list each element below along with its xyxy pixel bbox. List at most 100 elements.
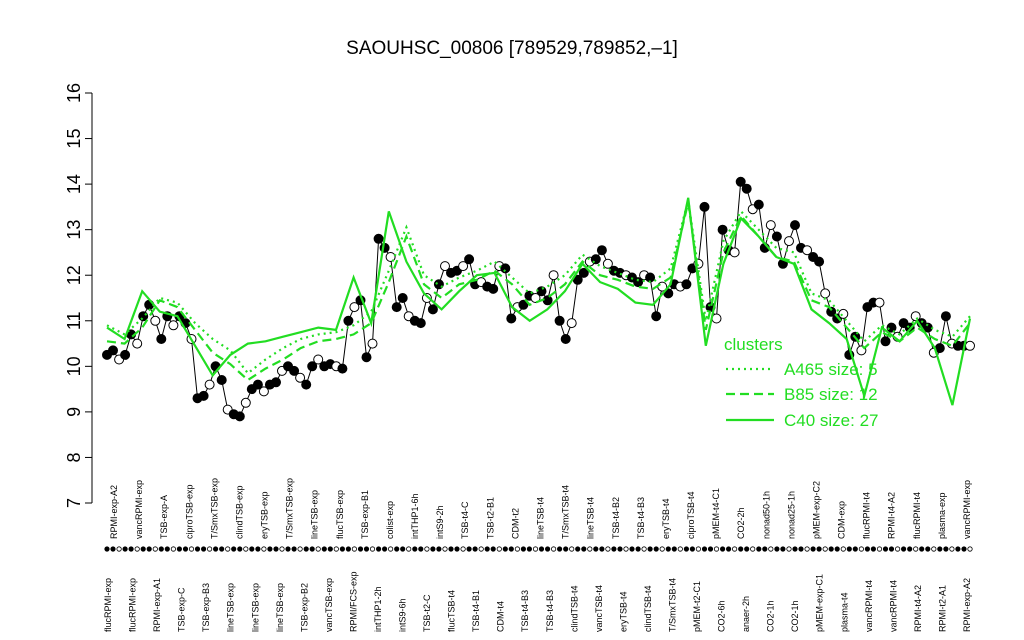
- data-point: [216, 375, 227, 385]
- x-label-bottom: vancRPMI-t4: [888, 580, 898, 632]
- rug-mark: [152, 546, 158, 552]
- x-label-top: vancRPMI-exp: [134, 480, 144, 539]
- x-label-top: nonad25-1h: [786, 491, 796, 539]
- rug-mark: [351, 546, 357, 552]
- rug-mark: [647, 546, 653, 552]
- rug-mark: [870, 546, 877, 552]
- x-label-bottom: RPMI-exp-A1: [152, 578, 162, 632]
- data-point: [814, 256, 825, 267]
- rug-mark: [768, 546, 774, 552]
- data-point: [234, 411, 245, 422]
- legend-entry-c: C40 size: 27: [784, 411, 879, 430]
- data-point: [735, 176, 746, 187]
- rug-mark: [617, 546, 623, 552]
- x-label-bottom: flucRPMI-exp: [103, 578, 113, 632]
- rug-mark: [345, 546, 351, 552]
- rug-mark: [110, 546, 116, 552]
- rug-mark: [514, 546, 521, 552]
- y-tick-label: 13: [64, 220, 84, 240]
- rug-mark: [466, 546, 472, 552]
- data-point: [753, 199, 764, 210]
- data-point: [120, 349, 131, 360]
- data-point: [880, 336, 891, 347]
- rug-mark: [261, 546, 267, 552]
- rug-mark: [937, 546, 943, 552]
- data-point: [252, 379, 263, 390]
- chart-title: SAOUHSC_00806 [789529,789852,–1]: [346, 38, 678, 59]
- x-label-top: TSB-exp-B1: [360, 490, 370, 539]
- x-label-bottom: RPMI/FCS-exp: [348, 571, 358, 632]
- data-point: [464, 254, 475, 265]
- rug-mark: [128, 546, 134, 552]
- data-point: [802, 245, 813, 256]
- x-label-bottom: intS9-6h: [398, 598, 408, 632]
- x-label-bottom: RPMI-t2-A1: [937, 585, 947, 632]
- data-point: [108, 345, 118, 356]
- data-point: [361, 352, 372, 363]
- rug-mark: [798, 546, 804, 552]
- y-tick-label: 8: [64, 452, 84, 462]
- rug-mark: [315, 546, 321, 552]
- rug-mark: [400, 546, 406, 552]
- data-point: [566, 318, 577, 329]
- x-label-top: T/SmxTSB-t4: [561, 485, 571, 539]
- rug-mark: [695, 546, 702, 552]
- rug-mark: [176, 546, 182, 552]
- rug-mark: [955, 546, 961, 552]
- rug-mark: [267, 546, 273, 552]
- x-label-bottom: eryTSB-t4: [618, 591, 628, 632]
- y-tick-label: 16: [64, 83, 84, 103]
- rug-mark: [116, 546, 122, 552]
- rug-mark: [309, 546, 315, 552]
- data-point: [168, 320, 179, 331]
- rug-mark: [738, 546, 744, 552]
- rug-mark: [611, 546, 617, 552]
- rug-mark: [291, 546, 297, 552]
- rug-mark: [925, 546, 931, 552]
- rug-mark: [846, 546, 852, 552]
- x-label-top: TSB-exp-A: [159, 495, 169, 539]
- rug-mark: [804, 546, 810, 552]
- data-point: [838, 308, 849, 319]
- x-label-bottom: lineTSB-exp: [250, 583, 260, 632]
- x-label-bottom: TSB-t4-B3: [520, 590, 530, 632]
- data-point: [367, 338, 378, 349]
- rug-mark: [460, 546, 466, 552]
- rug-mark: [756, 546, 762, 552]
- rug-mark: [792, 546, 798, 552]
- x-label-bottom: plasma-t4: [839, 592, 849, 632]
- x-label-top: flucTSB-exp: [335, 490, 345, 539]
- data-point: [289, 365, 300, 376]
- data-point: [741, 183, 752, 194]
- rug-mark: [454, 546, 460, 552]
- rug-mark: [484, 546, 490, 552]
- rug-mark: [164, 546, 170, 552]
- data-point: [826, 306, 837, 317]
- rug-mark: [967, 546, 973, 552]
- data-point: [651, 311, 662, 322]
- x-label-top: lineTSB-t4: [586, 497, 596, 539]
- rug-mark: [436, 546, 442, 552]
- rug-mark: [858, 546, 865, 552]
- rug-mark: [689, 546, 696, 552]
- data-point: [729, 247, 740, 258]
- rug-mark: [719, 546, 726, 552]
- rug-mark: [707, 546, 714, 552]
- rug-mark: [297, 546, 303, 552]
- rug-mark: [285, 546, 291, 552]
- rug-mark: [472, 546, 478, 552]
- data-point: [717, 224, 728, 235]
- rug-mark: [327, 546, 333, 552]
- x-label-top: T/SmxTSB-exp: [285, 478, 295, 539]
- rug-mark: [122, 546, 128, 552]
- x-label-top: TSB-t4-B2: [611, 497, 621, 539]
- x-label-top: eryTSB-t4: [661, 498, 671, 539]
- rug-mark: [900, 546, 907, 552]
- rug-mark: [587, 546, 593, 552]
- x-label-bottom: clindTSB-t4: [643, 585, 653, 632]
- rug-mark: [623, 546, 629, 552]
- data-point: [874, 297, 885, 308]
- data-point: [681, 279, 692, 290]
- x-label-top: clindTSB-exp: [234, 485, 244, 539]
- x-label-bottom: vancRPMI-t4: [864, 580, 874, 632]
